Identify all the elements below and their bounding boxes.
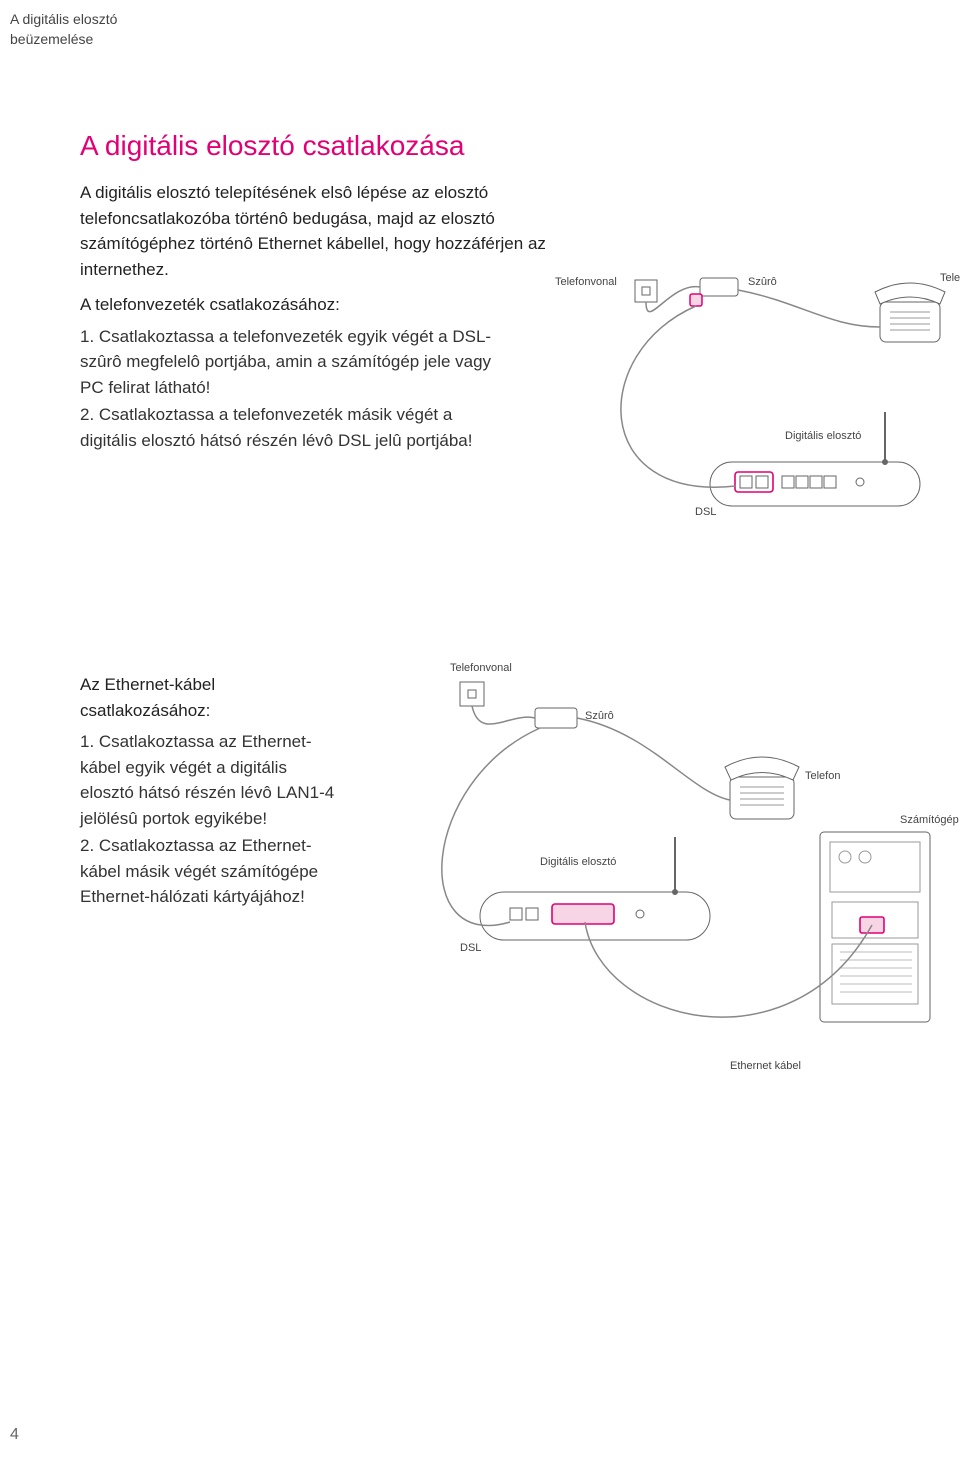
header-line-2: beüzemelése: [10, 31, 93, 47]
section2-item2: 2. Csatlakoztassa az Ethernet-kábel mási…: [80, 833, 340, 910]
label-dsl-2: DSL: [460, 942, 481, 954]
label-router-1: Digitális elosztó: [785, 430, 861, 442]
section1-item2: 2. Csatlakoztassa a telefonvezeték másik…: [80, 402, 500, 453]
section2-item1: 1. Csatlakoztassa az Ethernet-kábel egyi…: [80, 729, 340, 831]
label-ethernet-kabel: Ethernet kábel: [730, 1060, 801, 1072]
label-szuro-2: Szûrô: [585, 710, 614, 722]
intro-paragraph: A digitális elosztó telepítésének elsô l…: [80, 180, 610, 282]
section1-item1: 1. Csatlakoztassa a telefonvezeték egyik…: [80, 324, 500, 401]
section-2: Az Ethernet-kábel csatlakozásához: 1. Cs…: [80, 672, 900, 1092]
section-1: A telefonvezeték csatlakozásához: 1. Csa…: [80, 292, 900, 552]
label-szamitogep: Számítógép: [900, 814, 959, 826]
label-szuro-1: Szûrô: [748, 276, 777, 288]
label-dsl-1: DSL: [695, 506, 716, 518]
diagram-1: Telefonvonal Szûrô Telefon Digitális elo…: [530, 272, 960, 532]
label-telefonvonal-2: Telefonvonal: [450, 662, 512, 674]
section2-lead: Az Ethernet-kábel csatlakozásához:: [80, 672, 340, 723]
main-heading: A digitális elosztó csatlakozása: [80, 130, 900, 162]
diagram-2: Telefonvonal Szûrô Telefon Számítógép Di…: [370, 662, 940, 1092]
header-line-1: A digitális elosztó: [10, 11, 117, 27]
label-telefonvonal-1: Telefonvonal: [555, 276, 617, 288]
page-header-note: A digitális elosztó beüzemelése: [10, 10, 117, 49]
label-router-2: Digitális elosztó: [540, 856, 616, 868]
page-content: A digitális elosztó csatlakozása A digit…: [80, 130, 900, 1092]
diagram1-svg: [530, 272, 960, 532]
diagram2-svg: [370, 662, 940, 1092]
label-telefon-1: Telefon: [940, 272, 960, 284]
label-telefon-2: Telefon: [805, 770, 840, 782]
section1-lead: A telefonvezeték csatlakozásához:: [80, 292, 500, 318]
page-number: 4: [10, 1426, 19, 1444]
